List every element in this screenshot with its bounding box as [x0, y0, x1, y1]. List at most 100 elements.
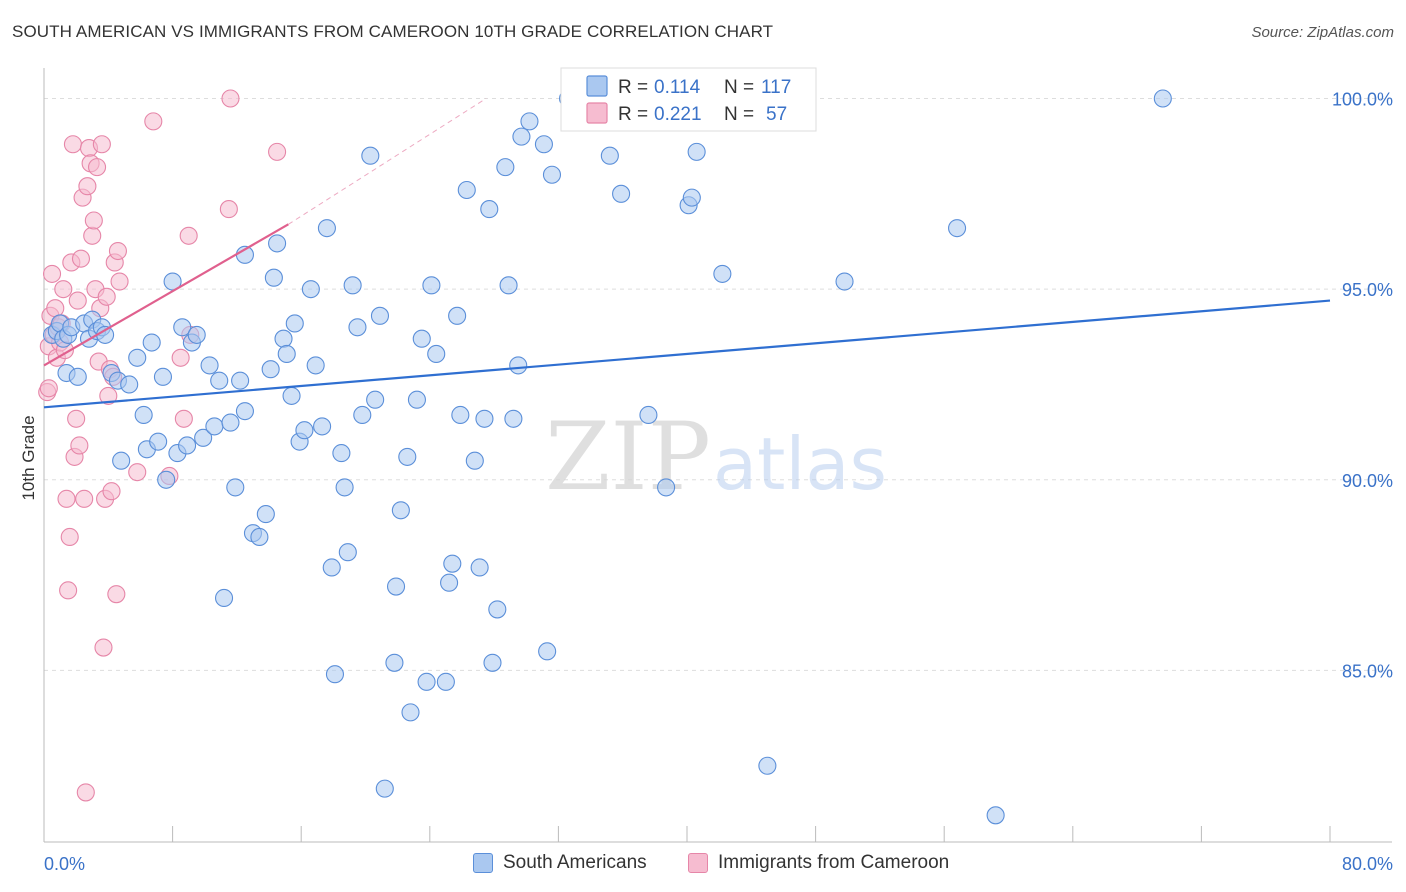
- chart-title: SOUTH AMERICAN VS IMMIGRANTS FROM CAMERO…: [12, 22, 774, 41]
- data-point-south-american: [375, 779, 394, 798]
- data-point-south-american: [205, 417, 224, 436]
- data-point-south-american: [187, 325, 206, 344]
- legend-label-south-americans: South Americans: [503, 852, 647, 873]
- trend-line-cameroon: [43, 223, 289, 367]
- data-point-south-american: [149, 432, 168, 451]
- data-point-south-american: [496, 158, 515, 177]
- data-point-south-american: [285, 314, 304, 333]
- data-point-cameroon: [63, 135, 82, 154]
- data-point-south-american: [325, 665, 345, 684]
- legend-label-cameroon: Immigrants from Cameroon: [718, 852, 950, 873]
- legend-swatch-pink: [586, 102, 608, 124]
- data-point-south-american: [361, 146, 380, 165]
- data-point-cameroon: [268, 142, 287, 161]
- data-point-cameroon: [71, 249, 91, 268]
- data-point-south-american: [391, 501, 410, 520]
- data-point-south-american: [483, 653, 502, 672]
- data-point-cameroon: [76, 783, 95, 802]
- data-point-south-american: [306, 356, 325, 375]
- data-point-south-american: [509, 356, 528, 375]
- data-point-cameroon: [75, 489, 94, 508]
- data-point-cameroon: [107, 585, 126, 604]
- legend-swatch-south-americans: [473, 853, 493, 873]
- data-point-south-american: [639, 405, 658, 425]
- data-point-south-american: [538, 642, 557, 661]
- data-point-cameroon: [46, 299, 65, 318]
- y-axis-label: 10th Grade: [19, 415, 38, 500]
- data-point-cameroon: [179, 226, 198, 245]
- trend-line-south-americans: [43, 299, 1331, 409]
- data-point-cameroon: [102, 482, 121, 501]
- data-point-south-american: [440, 573, 459, 592]
- data-point-south-american: [261, 360, 280, 379]
- x-tick-label: 80.0%: [1342, 854, 1393, 874]
- data-point-south-american: [338, 543, 357, 562]
- legend-r-value-2: 0.221: [654, 104, 702, 125]
- data-point-south-american: [332, 444, 351, 463]
- data-point-cameroon: [99, 386, 118, 405]
- data-point-south-american: [226, 478, 245, 497]
- data-point-south-american: [112, 451, 131, 470]
- data-point-south-american: [134, 405, 153, 425]
- data-point-south-american: [221, 413, 240, 432]
- data-point-south-american: [313, 417, 332, 436]
- gridlines: [44, 98, 1392, 671]
- legend-item-cameroon: Immigrants from Cameroon: [688, 852, 949, 874]
- data-point-south-american: [465, 451, 484, 470]
- legend-swatch-cameroon: [688, 853, 708, 873]
- data-point-cameroon: [57, 489, 76, 508]
- data-point-south-american: [301, 280, 320, 299]
- data-point-south-american: [295, 421, 314, 440]
- data-point-south-american: [120, 375, 139, 394]
- data-point-south-american: [401, 703, 420, 722]
- data-point-south-american: [317, 219, 336, 238]
- data-point-south-american: [412, 329, 431, 348]
- data-point-cameroon: [174, 409, 193, 428]
- data-point-south-american: [407, 390, 426, 409]
- data-point-south-american: [250, 527, 269, 547]
- data-point-cameroon: [60, 527, 79, 547]
- data-point-south-american: [417, 672, 436, 691]
- south-american-points: [42, 89, 1172, 825]
- data-point-south-american: [475, 409, 494, 428]
- legend-bottom: South Americans Immigrants from Cameroon: [0, 852, 1406, 878]
- data-point-cameroon: [83, 226, 102, 245]
- data-point-south-american: [687, 142, 706, 161]
- watermark: ZIP atlas: [545, 403, 887, 512]
- axes: [43, 68, 1392, 843]
- data-point-south-american: [214, 588, 234, 608]
- y-tick-label: 85.0%: [1342, 661, 1393, 681]
- data-point-cameroon: [92, 135, 111, 154]
- data-point-south-american: [353, 405, 372, 425]
- data-point-south-american: [398, 447, 417, 466]
- data-point-south-american: [282, 386, 301, 405]
- data-point-south-american: [210, 371, 229, 390]
- legend-item-south-americans: South Americans: [473, 852, 647, 874]
- data-point-cameroon: [219, 200, 238, 219]
- data-point-south-american: [274, 329, 293, 348]
- x-tick-labels: 0.0% 80.0%: [44, 854, 1393, 874]
- data-point-south-american: [231, 371, 250, 390]
- data-point-south-american: [986, 806, 1005, 825]
- data-point-south-american: [758, 756, 777, 775]
- data-point-south-american: [436, 672, 455, 691]
- data-point-cameroon: [70, 436, 89, 455]
- legend-r-label-2: R =: [618, 104, 648, 125]
- data-point-south-american: [499, 276, 518, 295]
- data-point-cameroon: [108, 241, 127, 261]
- y-tick-label: 100.0%: [1332, 90, 1393, 110]
- data-point-south-american: [1153, 89, 1172, 108]
- legend-r-label-1: R =: [618, 77, 648, 98]
- trend-lines: [43, 98, 1331, 409]
- data-point-cameroon: [78, 177, 97, 196]
- data-point-south-american: [443, 554, 462, 573]
- watermark-zip: ZIP: [545, 403, 711, 512]
- data-point-south-american: [451, 405, 470, 425]
- data-point-south-american: [612, 184, 631, 203]
- legend-n-label-1: N =: [724, 77, 754, 98]
- data-point-south-american: [343, 276, 362, 295]
- data-point-south-american: [235, 402, 254, 421]
- data-point-cameroon: [128, 463, 147, 482]
- data-point-cameroon: [94, 638, 113, 657]
- y-tick-labels: 85.0% 90.0% 95.0% 100.0%: [1332, 90, 1393, 682]
